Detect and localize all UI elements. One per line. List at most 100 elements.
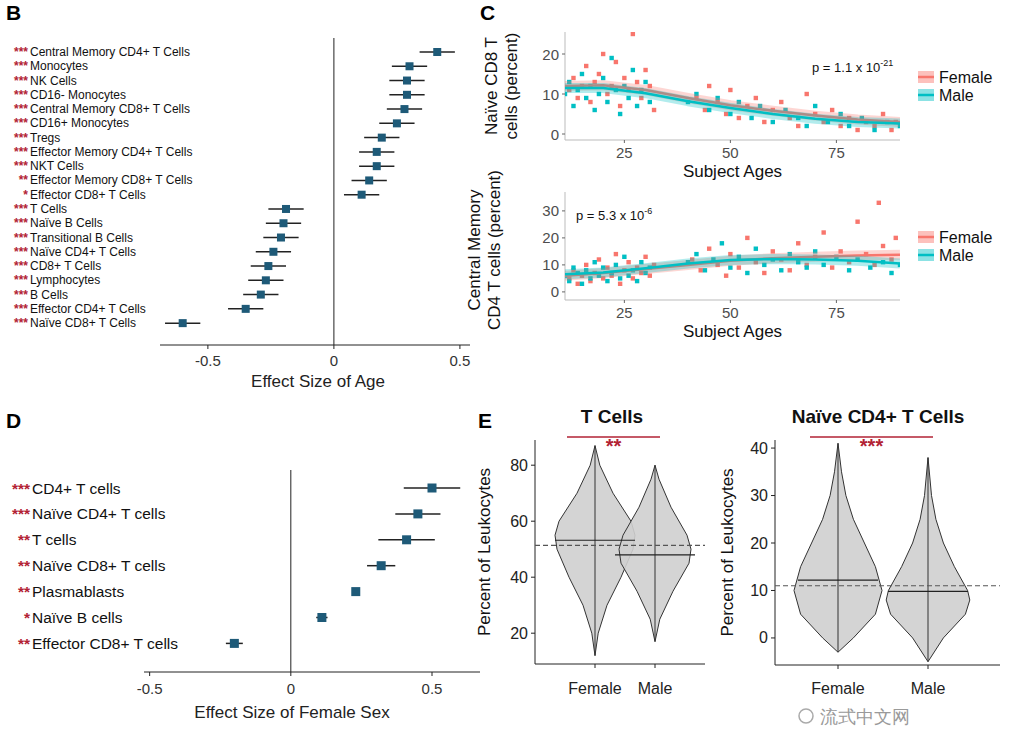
point [597, 257, 601, 261]
point [737, 265, 741, 269]
x-axis [160, 345, 470, 346]
title: Naïve CD4+ T Cells [792, 406, 965, 427]
forest-panel: D-0.500.5Effect Size of Female Sex***CD4… [6, 409, 480, 722]
point [609, 56, 613, 60]
point [771, 120, 775, 124]
category-label: Naïve B Cells [30, 216, 103, 230]
legend: FemaleMale [918, 229, 992, 264]
category-label: Effector Memory CD8+ T Cells [30, 173, 192, 187]
x-axis-label: Subject Ages [683, 162, 782, 181]
category-label: Effector CD8+ T cells [32, 635, 178, 652]
y-tick [531, 521, 535, 522]
x-tick [655, 664, 656, 668]
point [762, 120, 766, 124]
panel-label: E [478, 409, 492, 432]
panel-label: B [6, 1, 21, 24]
violin-spine [595, 446, 596, 656]
scatter-panel: 0102030255075Subject AgesCentral MemoryC… [465, 170, 992, 341]
effect-marker [242, 305, 250, 313]
point [635, 104, 639, 108]
x-tick-label: -0.5 [195, 352, 221, 369]
x-tick-label: 75 [828, 304, 845, 321]
category-label: Effector CD4+ T Cells [30, 302, 146, 316]
effect-marker [373, 148, 381, 156]
point [728, 265, 732, 269]
significance: *** [14, 273, 28, 287]
point [631, 68, 635, 72]
x-tick-label: 50 [722, 304, 739, 321]
watermark: 流式中文网 [799, 706, 910, 727]
point [720, 241, 724, 245]
category-label: T cells [32, 531, 77, 548]
x-tick-label: 75 [828, 144, 845, 161]
category-label: Tregs [30, 131, 60, 145]
y-tick [562, 264, 565, 265]
point [597, 72, 601, 76]
point [631, 276, 635, 280]
mean-line [888, 591, 968, 592]
point [580, 72, 584, 76]
x-tick [838, 665, 839, 669]
point [881, 112, 885, 116]
point [635, 279, 639, 283]
significance: *** [14, 102, 28, 116]
point [703, 268, 707, 272]
x-tick [207, 345, 208, 349]
category-label: Lymphocytes [30, 273, 100, 287]
effect-marker [402, 535, 411, 544]
fit-line [565, 88, 900, 124]
category-label: Female [811, 680, 864, 697]
legend-key-line [918, 94, 934, 97]
overall-mean-line [775, 585, 1000, 586]
category-label: Monocytes [30, 59, 88, 73]
x-axis [535, 664, 705, 665]
annotation: p = 1.1 x 10-21 [812, 58, 893, 75]
category-label: CD4+ T cells [32, 480, 121, 497]
significance: *** [14, 45, 28, 59]
y-tick-label: 0 [551, 283, 559, 300]
category-label: NKT Cells [30, 159, 84, 173]
marks [565, 201, 900, 286]
x-tick [333, 345, 334, 349]
legend-label: Male [939, 247, 974, 264]
point [643, 68, 647, 72]
point [626, 260, 630, 264]
y-tick [562, 210, 565, 211]
point [889, 128, 893, 132]
legend-key [918, 89, 934, 101]
point [622, 255, 626, 259]
point [614, 252, 618, 256]
point [872, 128, 876, 132]
violin-panel: ET Cells**20406080Percent of LeukocytesF… [475, 406, 705, 697]
zero-line [290, 470, 291, 672]
significance: ** [18, 635, 31, 652]
significance: ** [19, 173, 29, 187]
violin-spine [838, 443, 839, 652]
significance: * [23, 188, 28, 202]
significance: ** [18, 557, 31, 574]
scatter-panel: C01020255075Subject AgesNaïve CD8 Tcells… [480, 1, 992, 181]
point [605, 279, 609, 283]
point [648, 100, 652, 104]
point [592, 108, 596, 112]
point [724, 274, 728, 278]
fit-line [565, 255, 900, 276]
point [754, 96, 758, 100]
significance: *** [14, 59, 28, 73]
category-label: NK Cells [30, 74, 77, 88]
y-axis-label: CD4 T cells (percent) [485, 170, 504, 330]
point [779, 100, 783, 104]
point [762, 271, 766, 275]
x-tick-label: -0.5 [137, 680, 163, 697]
violin-spine [655, 465, 656, 641]
effect-marker [279, 219, 287, 227]
x-tick [928, 665, 929, 669]
point [601, 76, 605, 80]
y-tick-label: 20 [542, 46, 559, 63]
mean-line [615, 554, 695, 555]
x-tick-label: 0 [287, 680, 295, 697]
category-label: CD16- Monocytes [30, 88, 126, 102]
point [745, 236, 749, 240]
point [805, 124, 809, 128]
x-tick [624, 140, 625, 143]
